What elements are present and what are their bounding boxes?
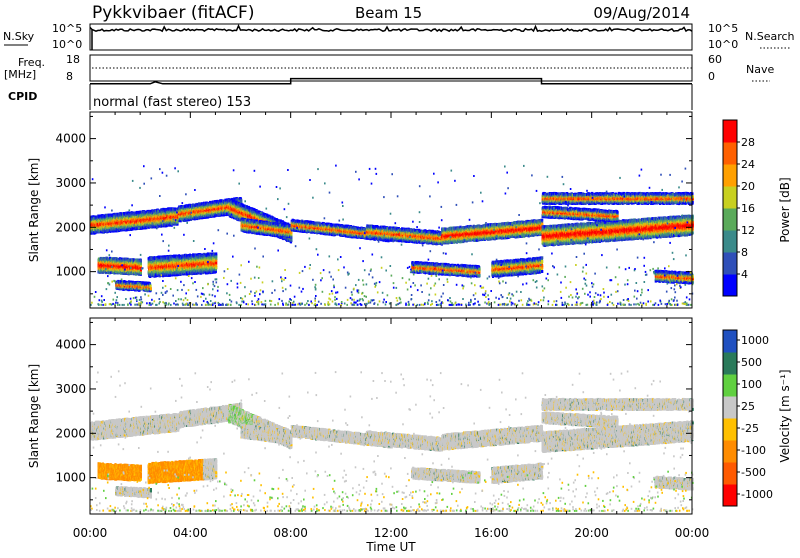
date-title: 09/Aug/2014 [593,4,690,22]
echo-cell [140,259,142,262]
cpid-value: normal (fast stereo) 153 [93,95,251,110]
echo-cell [150,287,152,290]
nave-label: Nave [746,63,774,76]
search-tick-low: 10^0 [708,38,738,51]
nsky-trace [90,26,692,31]
sky-panel-frame [90,24,692,50]
cpid-panel: CPID normal (fast stereo) 153 [8,84,692,110]
beam-title: Beam 15 [355,4,422,22]
freq-panel: Freq. [MHz] 18 8 60 0 Nave [4,53,774,84]
nsearch-label: N.Search [745,30,795,43]
nsky-label: N.Sky [3,30,35,43]
freq-tick-low: 8 [66,70,73,83]
radar-title: Pykkvibaer (fitACF) [92,3,254,23]
freq-tick-high: 18 [66,53,80,66]
sky-panel: N.Sky 10^5 10^0 10^5 10^0 N.Search [3,22,795,51]
sky-tick-high: 10^5 [52,22,82,35]
nave-tick-high: 60 [708,53,722,66]
power-data [90,165,694,306]
nave-tick-low: 0 [708,70,715,83]
search-tick-high: 10^5 [708,22,738,35]
cpid-label: CPID [8,90,37,103]
sky-tick-low: 10^0 [52,38,82,51]
freq-label-2: [MHz] [4,68,36,81]
